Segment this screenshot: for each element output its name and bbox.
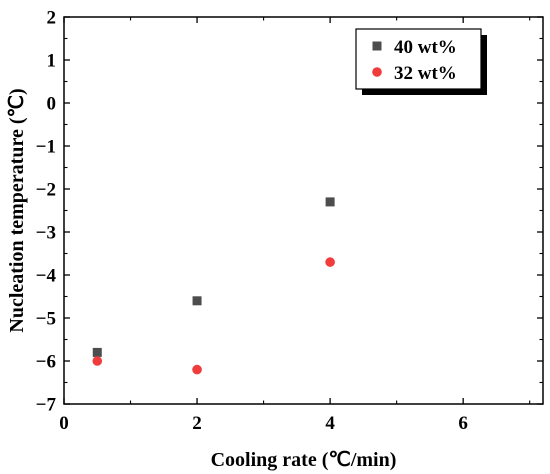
y-tick-label: 2 [47,8,57,29]
axis-ticks [63,16,543,405]
data-point-series-1 [192,296,202,306]
x-axis-title: Cooling rate (℃/min) [211,449,397,471]
legend-marker-series-2 [372,67,382,77]
data-point-series-1 [325,197,335,207]
y-tick-label: 0 [47,94,57,115]
x-tick-label: 4 [325,413,335,434]
data-point-series-2 [92,356,103,366]
legend-label-series-2: 32 wt% [394,63,457,84]
data-points [92,46,468,375]
y-tick-label: −5 [36,309,56,330]
data-point-series-2 [325,257,335,267]
x-tick-label: 6 [458,413,468,434]
x-tick-label: 0 [59,413,69,434]
legend-box [355,28,482,90]
x-tick-label: 2 [192,413,202,434]
axis-tick-labels: 0 2 4 6 −7 −6 −5 −4 −3 −2 −1 0 1 2 [36,8,468,435]
legend-label-series-1: 40 wt% [394,37,457,58]
y-axis-title: Nucleation temperature (℃) [6,88,28,332]
y-tick-label: −2 [36,180,56,201]
y-tick-label: −7 [36,395,57,416]
legend: 40 wt% 32 wt% [355,28,487,95]
data-point-series-1 [92,347,102,357]
data-point-series-2 [192,364,202,375]
y-tick-label: −4 [36,266,57,287]
y-tick-label: −1 [36,137,56,158]
legend-marker-series-1 [372,41,382,51]
y-tick-label: −3 [36,223,56,244]
y-tick-label: −6 [36,352,56,373]
y-tick-label: 1 [47,51,57,72]
